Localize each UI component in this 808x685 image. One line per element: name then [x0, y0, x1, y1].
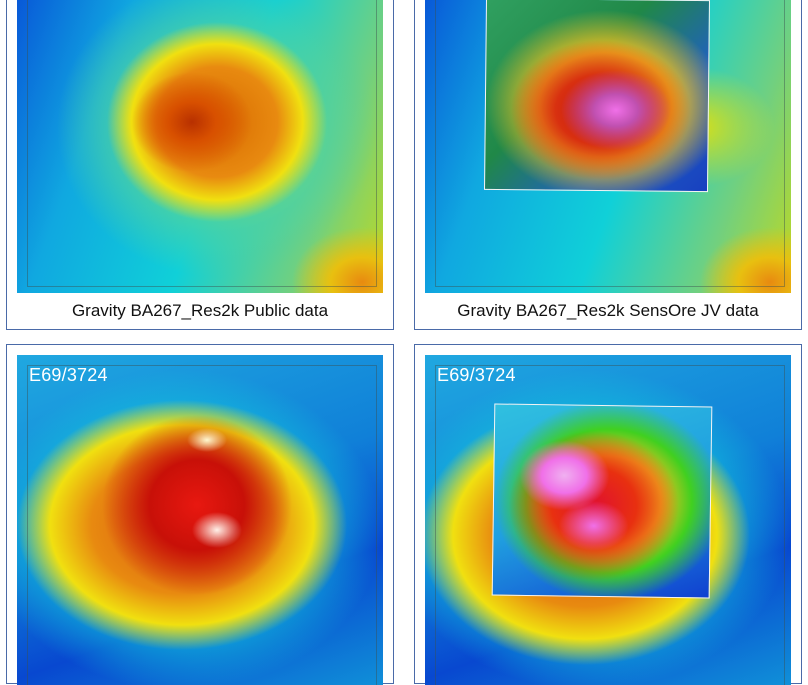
survey-inset — [491, 403, 713, 599]
map-frame — [27, 365, 377, 685]
tenement-label: E69/3724 — [29, 365, 108, 385]
sensore-survey-inset — [484, 0, 710, 193]
tenement-label: E69/3724 — [437, 365, 516, 385]
map-panel-sensore-gravity: Gravity BA267_Res2k SensOre JV data — [414, 0, 802, 330]
map-panel-e69-3724-regional: E69/3724 — [6, 344, 394, 685]
tenement-map-regional: E69/3724 — [17, 355, 383, 685]
map-frame — [435, 0, 785, 287]
gravity-map-public — [17, 0, 383, 293]
gravity-map-sensore — [425, 0, 791, 293]
map-frame — [27, 0, 377, 287]
map-panel-public-gravity: Gravity BA267_Res2k Public data — [6, 0, 394, 330]
map-panel-e69-3724-survey: E69/3724 — [414, 344, 802, 685]
tenement-map-survey: E69/3724 — [425, 355, 791, 685]
map-frame — [435, 365, 785, 685]
panel-caption: Gravity BA267_Res2k Public data — [71, 301, 329, 320]
panel-caption: Gravity BA267_Res2k SensOre JV data — [457, 301, 759, 320]
